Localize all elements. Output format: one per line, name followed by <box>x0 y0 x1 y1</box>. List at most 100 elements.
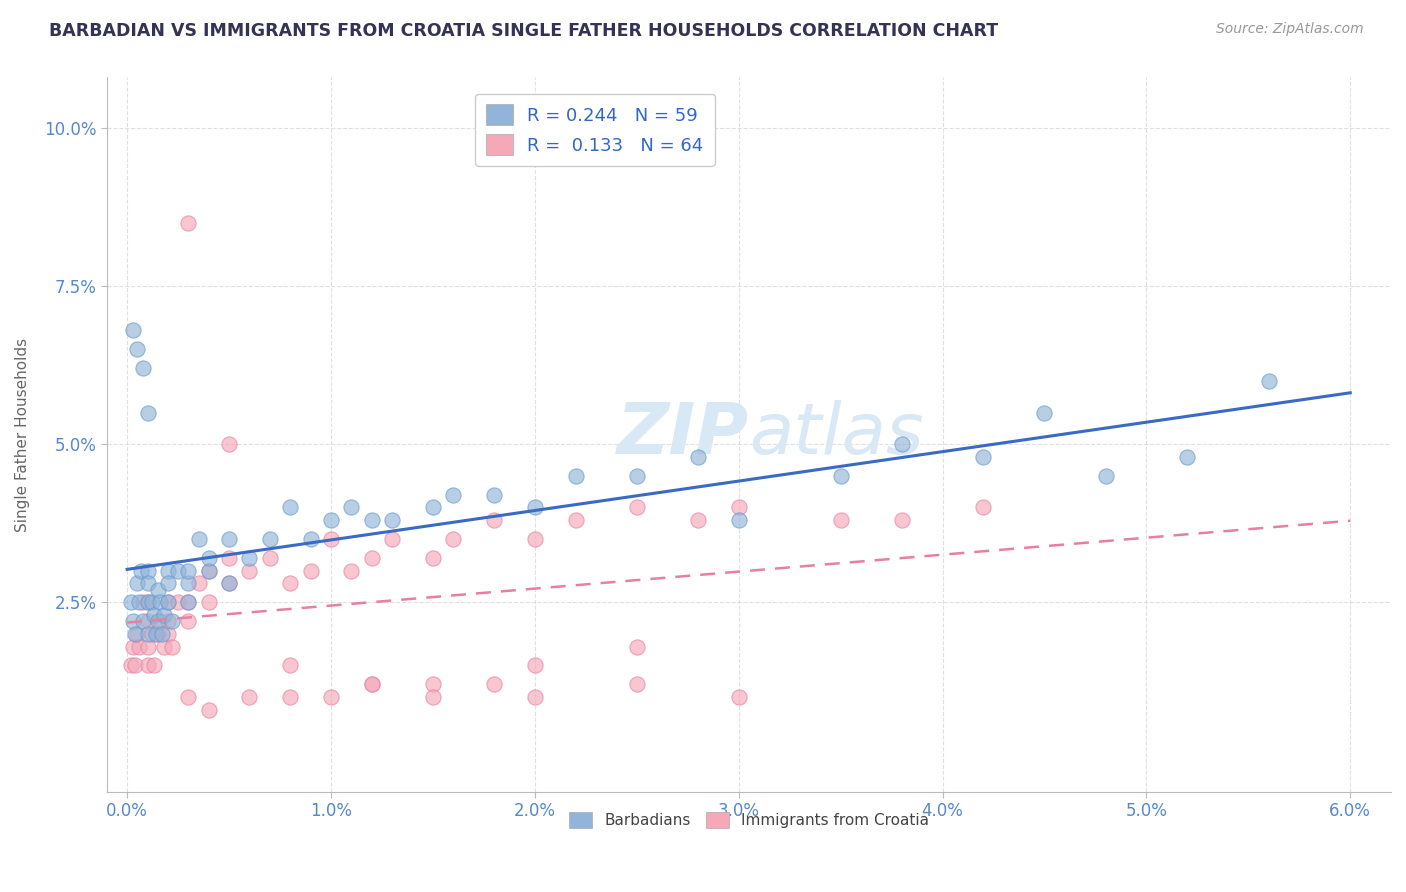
Point <box>360 677 382 691</box>
Point <box>1033 406 1056 420</box>
Point <box>523 658 546 673</box>
Point <box>890 437 912 451</box>
Point <box>422 500 444 515</box>
Point <box>141 627 163 641</box>
Point <box>136 658 159 673</box>
Point <box>197 595 219 609</box>
Point <box>136 595 159 609</box>
Point <box>124 658 146 673</box>
Point <box>197 564 219 578</box>
Point <box>360 551 382 566</box>
Point <box>136 627 159 641</box>
Point <box>128 640 150 654</box>
Point <box>177 690 200 705</box>
Point <box>523 532 546 546</box>
Point <box>686 513 709 527</box>
Point <box>727 500 749 515</box>
Point <box>177 595 200 609</box>
Point <box>422 551 444 566</box>
Point <box>197 564 219 578</box>
Point <box>299 532 322 546</box>
Point <box>278 576 301 591</box>
Point <box>167 564 190 578</box>
Point <box>482 513 505 527</box>
Point <box>187 532 209 546</box>
Point <box>120 658 142 673</box>
Point <box>626 677 648 691</box>
Point <box>150 627 173 641</box>
Point <box>149 614 172 628</box>
Point <box>340 500 363 515</box>
Point <box>160 640 183 654</box>
Point <box>259 551 281 566</box>
Point <box>177 564 200 578</box>
Point <box>128 595 150 609</box>
Point <box>441 488 464 502</box>
Point <box>177 614 200 628</box>
Point <box>626 468 648 483</box>
Point <box>381 513 404 527</box>
Point <box>1094 468 1116 483</box>
Point <box>360 513 382 527</box>
Point <box>381 532 404 546</box>
Point <box>127 627 149 641</box>
Point <box>153 607 176 622</box>
Point <box>727 690 749 705</box>
Point <box>422 690 444 705</box>
Point <box>360 677 382 691</box>
Point <box>142 658 165 673</box>
Point <box>1257 374 1279 388</box>
Point <box>153 640 176 654</box>
Point <box>142 607 165 622</box>
Point <box>136 564 159 578</box>
Point <box>146 582 169 597</box>
Point <box>218 576 240 591</box>
Point <box>146 627 169 641</box>
Point <box>149 595 172 609</box>
Point <box>141 595 163 609</box>
Text: BARBADIAN VS IMMIGRANTS FROM CROATIA SINGLE FATHER HOUSEHOLDS CORRELATION CHART: BARBADIAN VS IMMIGRANTS FROM CROATIA SIN… <box>49 22 998 40</box>
Point <box>156 595 179 609</box>
Point <box>136 640 159 654</box>
Point <box>278 500 301 515</box>
Point <box>972 450 994 464</box>
Text: Source: ZipAtlas.com: Source: ZipAtlas.com <box>1216 22 1364 37</box>
Point <box>523 690 546 705</box>
Point <box>136 614 159 628</box>
Point <box>218 532 240 546</box>
Point <box>145 627 167 641</box>
Point <box>890 513 912 527</box>
Point <box>131 564 153 578</box>
Point <box>319 532 342 546</box>
Point <box>156 595 179 609</box>
Point <box>523 500 546 515</box>
Point <box>156 627 179 641</box>
Point <box>441 532 464 546</box>
Legend: Barbadians, Immigrants from Croatia: Barbadians, Immigrants from Croatia <box>562 806 935 834</box>
Point <box>626 640 648 654</box>
Point <box>564 513 586 527</box>
Point <box>564 468 586 483</box>
Y-axis label: Single Father Households: Single Father Households <box>15 338 30 532</box>
Point <box>218 576 240 591</box>
Point <box>177 216 200 230</box>
Point <box>136 595 159 609</box>
Point <box>299 564 322 578</box>
Point <box>422 677 444 691</box>
Point <box>187 576 209 591</box>
Point <box>727 513 749 527</box>
Point <box>197 551 219 566</box>
Point <box>259 532 281 546</box>
Point <box>238 551 260 566</box>
Point <box>218 551 240 566</box>
Point <box>238 564 260 578</box>
Point <box>177 595 200 609</box>
Point <box>1175 450 1198 464</box>
Point <box>278 658 301 673</box>
Point <box>146 614 169 628</box>
Point <box>482 677 505 691</box>
Point <box>626 500 648 515</box>
Point <box>160 614 183 628</box>
Point <box>132 614 155 628</box>
Point <box>122 614 145 628</box>
